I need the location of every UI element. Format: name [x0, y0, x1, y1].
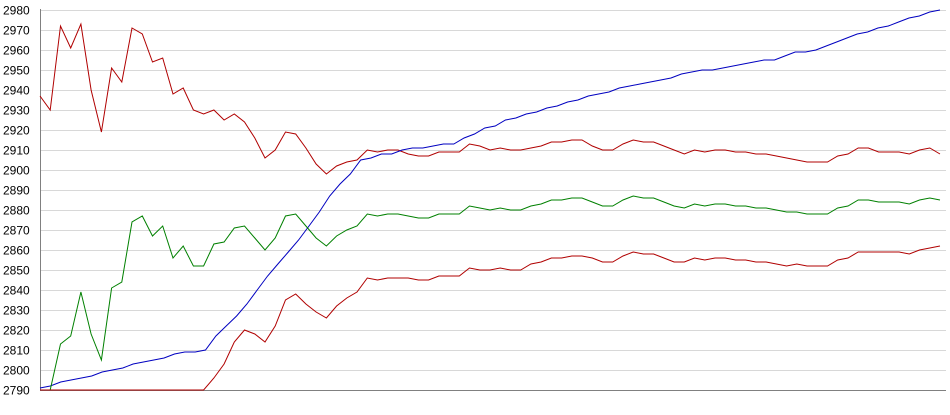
y-tick-label: 2890: [3, 184, 30, 198]
y-tick-label: 2850: [3, 264, 30, 278]
y-tick-label: 2800: [3, 364, 30, 378]
y-tick-label: 2820: [3, 324, 30, 338]
series-line-2: [39, 9, 941, 389]
y-tick-label: 2960: [3, 44, 30, 58]
y-tick-label: 2810: [3, 344, 30, 358]
y-tick-label: 2950: [3, 64, 30, 78]
axes: [40, 9, 946, 391]
series-lines: [39, 9, 941, 391]
y-tick-label: 2980: [3, 4, 30, 18]
y-tick-label: 2840: [3, 284, 30, 298]
y-tick-label: 2830: [3, 304, 30, 318]
y-tick-label: 2870: [3, 224, 30, 238]
gridlines: [40, 10, 946, 391]
y-tick-label: 2790: [3, 384, 30, 398]
y-tick-label: 2860: [3, 244, 30, 258]
series-line-4: [40, 245, 941, 391]
y-tick-label: 2910: [3, 144, 30, 158]
y-tick-label: 2920: [3, 124, 30, 138]
series-line-1: [39, 22, 941, 175]
y-tick-label: 2930: [3, 104, 30, 118]
y-tick-label: 2900: [3, 164, 30, 178]
y-tick-label: 2880: [3, 204, 30, 218]
series-line-3: [40, 195, 941, 391]
y-tick-label: 2970: [3, 24, 30, 38]
y-tick-label: 2940: [3, 84, 30, 98]
y-tick-labels: 2790 2800 2810 2820 2830 2840 2850 2860 2870 2880…: [3, 4, 30, 398]
